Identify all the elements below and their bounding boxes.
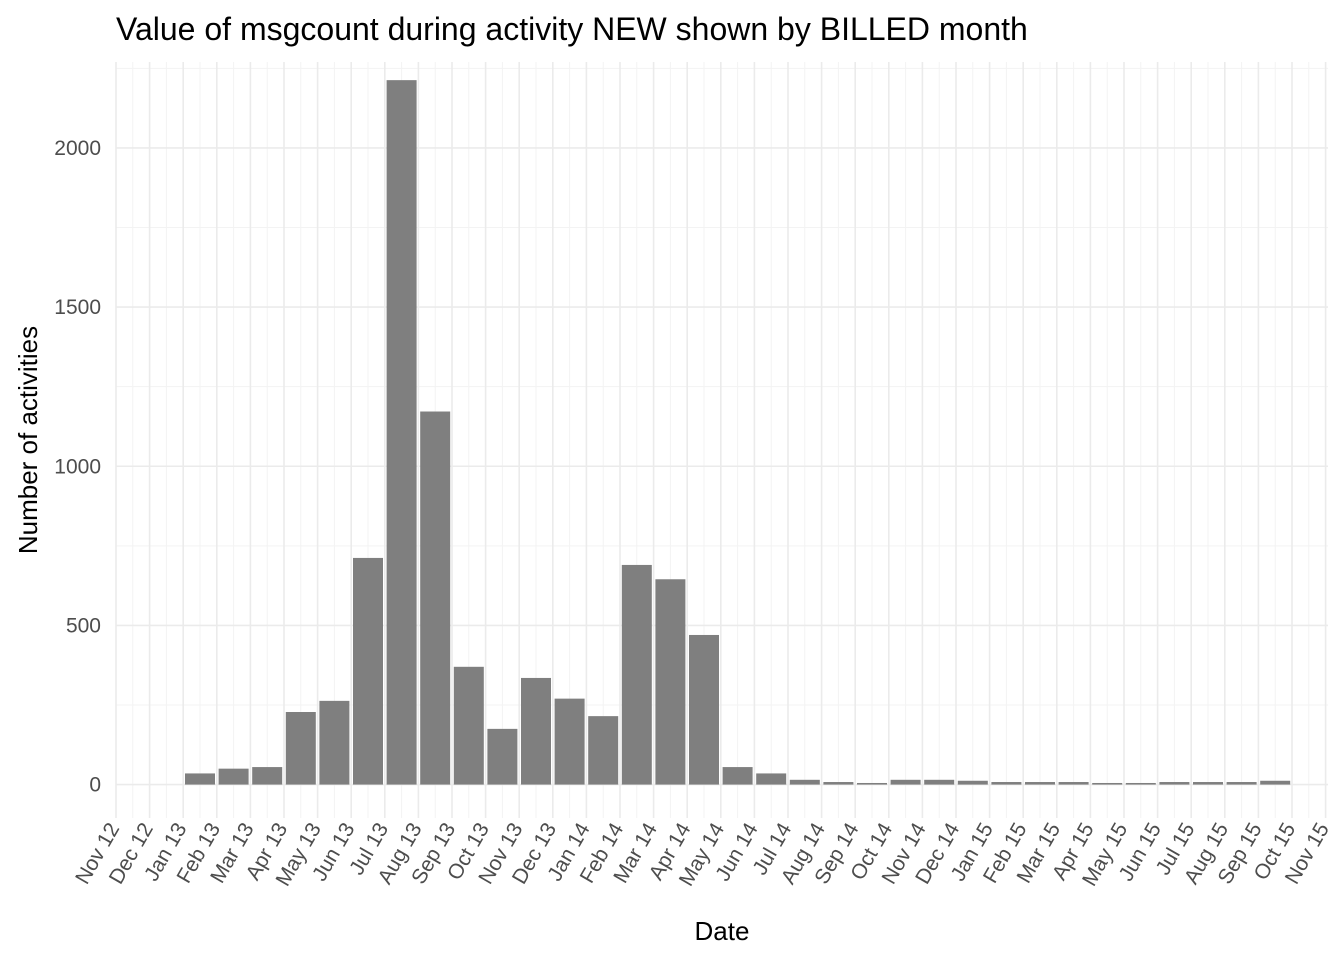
bar-apr-15 <box>1092 782 1123 785</box>
bar-aug-14 <box>823 782 854 785</box>
x-axis-title: Date <box>695 916 750 946</box>
bar-jan-13 <box>185 773 215 785</box>
bar-jan-15 <box>991 782 1022 785</box>
bar-jul-13 <box>386 80 417 785</box>
bar-jun-15 <box>1159 782 1190 785</box>
bar-feb-15 <box>1025 782 1055 785</box>
bar-jun-13 <box>353 557 383 785</box>
bar-apr-14 <box>689 634 719 785</box>
bar-oct-14 <box>890 779 921 785</box>
bars <box>185 80 1291 785</box>
bar-jul-14 <box>789 779 820 785</box>
bar-jul-15 <box>1193 782 1223 785</box>
bar-dec-14 <box>957 780 988 785</box>
bar-jun-14 <box>756 773 787 785</box>
y-tick-label: 2000 <box>54 137 101 160</box>
bar-may-15 <box>1125 782 1156 785</box>
bar-sep-15 <box>1260 780 1291 785</box>
bar-sep-14 <box>857 782 887 785</box>
bar-dec-13 <box>554 698 585 785</box>
y-tick-label: 500 <box>66 614 101 637</box>
bar-sep-13 <box>453 666 484 785</box>
bar-mar-14 <box>655 579 686 785</box>
bar-nov-14 <box>924 779 955 785</box>
bar-oct-13 <box>487 728 518 785</box>
y-tick-label: 1000 <box>54 455 101 478</box>
gridlines <box>115 62 1328 818</box>
bar-aug-13 <box>420 411 451 785</box>
bar-feb-14 <box>621 564 652 785</box>
bar-feb-13 <box>218 768 249 785</box>
bar-mar-13 <box>252 767 283 785</box>
bar-jan-14 <box>588 716 619 785</box>
chart-title: Value of msgcount during activity NEW sh… <box>116 11 1028 47</box>
bar-may-13 <box>319 700 350 785</box>
y-tick-label: 1500 <box>54 296 101 319</box>
y-tick-label: 0 <box>89 774 101 797</box>
bar-aug-15 <box>1226 782 1257 785</box>
bar-nov-13 <box>521 677 551 785</box>
y-axis-ticks: 0 500 1000 1500 2000 <box>54 137 101 797</box>
bar-may-14 <box>722 767 753 785</box>
bar-mar-15 <box>1058 782 1089 785</box>
bar-apr-13 <box>285 712 316 785</box>
y-axis-title: Number of activities <box>13 326 43 554</box>
